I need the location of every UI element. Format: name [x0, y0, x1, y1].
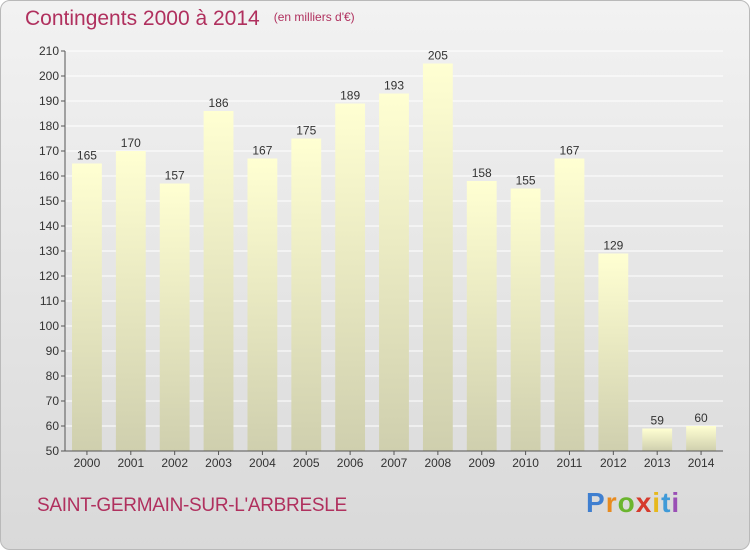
bar: [422, 63, 453, 451]
y-tick-label: 150: [39, 194, 59, 208]
x-tick-label: 2000: [74, 456, 101, 470]
commune-name: SAINT-GERMAIN-SUR-L'ARBRESLE: [37, 495, 347, 516]
x-tick-label: 2010: [512, 456, 539, 470]
bar-value-label: 186: [209, 96, 229, 110]
bar: [72, 163, 102, 451]
bar: [247, 158, 278, 451]
y-tick-label: 120: [39, 269, 59, 283]
y-tick-label: 70: [46, 394, 60, 408]
bar-value-label: 193: [384, 79, 404, 93]
bar-value-label: 60: [694, 411, 708, 425]
x-tick-label: 2009: [468, 456, 495, 470]
bar-value-label: 170: [121, 136, 141, 150]
bar: [598, 253, 629, 451]
chart-title-text: Contingents 2000 à 2014: [25, 7, 260, 30]
bars: 165 170 157 186 167 175 189 193 205 158 155 167 129 5…: [72, 49, 716, 451]
y-tick-label: 90: [46, 344, 60, 358]
y-tick-label: 80: [46, 369, 60, 383]
y-tick-label: 180: [39, 119, 59, 133]
bar: [379, 93, 409, 451]
bar-value-label: 167: [252, 144, 272, 158]
x-tick-label: 2006: [337, 456, 364, 470]
bar: [642, 428, 673, 451]
y-tick-label: 190: [39, 94, 59, 108]
bar-value-label: 129: [603, 239, 623, 253]
chart-title: Contingents 2000 à 2014 (en milliers d'€): [25, 7, 355, 31]
bar: [291, 138, 322, 451]
x-tick-label: 2008: [425, 456, 452, 470]
y-tick-label: 60: [46, 419, 60, 433]
bar: [335, 103, 366, 451]
bar-value-label: 189: [340, 89, 360, 103]
bar: [466, 181, 497, 451]
x-tick-label: 2007: [381, 456, 408, 470]
y-tick-label: 110: [40, 294, 59, 308]
bar-value-label: 165: [77, 149, 97, 163]
x-tick-label: 2013: [644, 456, 671, 470]
x-tick-label: 2014: [688, 456, 715, 470]
bar-value-label: 155: [516, 174, 536, 188]
y-tick-label: 140: [39, 219, 59, 233]
y-tick-label: 200: [39, 69, 59, 83]
bar-value-label: 157: [165, 169, 185, 183]
x-tick-label: 2005: [293, 456, 320, 470]
bar-value-label: 59: [651, 414, 665, 428]
bar-value-label: 167: [559, 144, 579, 158]
proxiti-logo[interactable]: Proxiti: [586, 487, 681, 518]
y-tick-label: 130: [39, 244, 59, 258]
x-tick-label: 2001: [117, 456, 144, 470]
y-tick-label: 100: [39, 319, 59, 333]
y-tick-label: 210: [39, 44, 59, 58]
bar: [554, 158, 585, 451]
axes: 50 60 70 80 90 100 110 120 130 140 150 160 170 180 190…: [39, 44, 723, 470]
bar-value-label: 205: [428, 49, 448, 63]
x-tick-label: 2012: [600, 456, 627, 470]
chart-subtitle: (en milliers d'€): [273, 10, 355, 24]
y-tick-label: 50: [46, 444, 60, 458]
x-tick-label: 2004: [249, 456, 276, 470]
bar: [115, 151, 146, 451]
bar: [159, 183, 190, 451]
bar: [510, 188, 541, 451]
y-tick-label: 160: [39, 169, 59, 183]
bar-value-label: 158: [472, 166, 492, 180]
x-tick-label: 2002: [161, 456, 188, 470]
x-tick-label: 2003: [205, 456, 232, 470]
bar: [203, 111, 234, 451]
bar: [686, 426, 716, 451]
y-tick-label: 170: [39, 144, 59, 158]
x-tick-label: 2011: [557, 456, 583, 470]
bar-value-label: 175: [296, 124, 316, 138]
